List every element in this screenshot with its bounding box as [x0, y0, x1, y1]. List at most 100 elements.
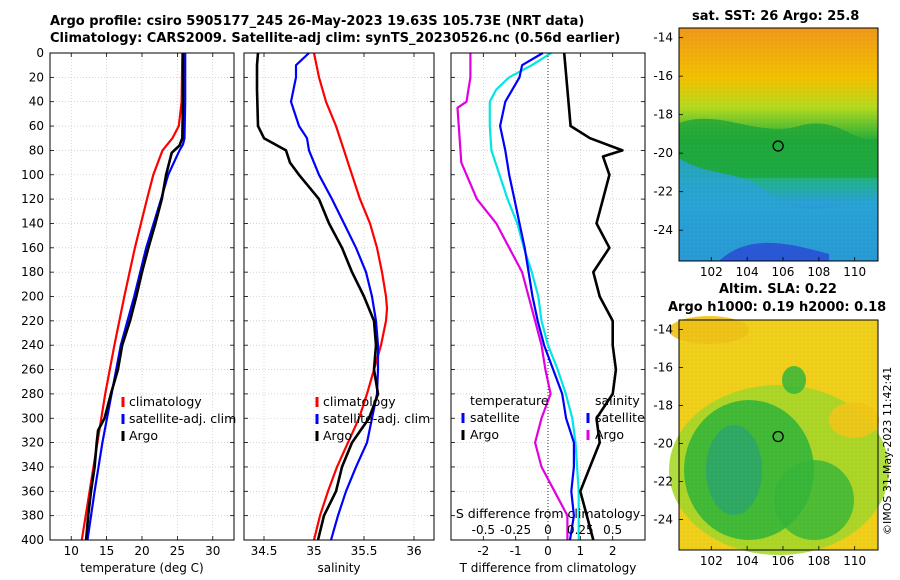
x-tick-label: 35.5: [351, 544, 378, 558]
x-axis-label: salinity: [317, 561, 360, 575]
y-tick-label: 300: [21, 411, 44, 425]
series-line-climatology: [312, 52, 389, 541]
y-tick-label: 180: [21, 265, 44, 279]
legend-label: satellite: [595, 410, 645, 425]
y-tick-label: 380: [21, 509, 44, 523]
sst-map-title: sat. SST: 26 Argo: 25.8: [692, 9, 860, 24]
legend-label: climatology: [323, 394, 396, 409]
x-tick-label: 10: [64, 544, 79, 558]
argo-position-marker: [772, 140, 784, 152]
imos-credit: ©IMOS 31-May-2023 11:42:41: [881, 366, 894, 535]
map-y-tick-label: -20: [653, 437, 673, 451]
y-tick-label: 120: [21, 192, 44, 206]
x-tick-label: 0: [544, 544, 552, 558]
legend-label: Argo: [595, 427, 624, 442]
map-y-tick-label: -24: [653, 223, 673, 237]
s-axis-label: S difference from climatology: [456, 506, 641, 521]
y-tick-label: 340: [21, 460, 44, 474]
y-tick-label: 220: [21, 314, 44, 328]
map-y-tick-label: -20: [653, 146, 673, 160]
y-tick-label: 400: [21, 533, 44, 547]
profile-panel-difference: -2 -1 0 1 2 T difference from climatology temp…: [450, 52, 646, 575]
y-tick-label: 60: [29, 119, 44, 133]
y-tick-label: 200: [21, 290, 44, 304]
figure-title-line-2: Climatology: CARS2009. Satellite-adj cli…: [50, 31, 621, 46]
y-tick-label: 260: [21, 363, 44, 377]
x-tick-label: 2: [609, 544, 617, 558]
series-line-temperature-argo: [562, 52, 624, 541]
s-tick-label: 0.25: [567, 523, 594, 537]
y-tick-label: 320: [21, 436, 44, 450]
x-tick-label: 15: [99, 544, 114, 558]
y-tick-label: 20: [29, 70, 44, 84]
map-x-tick-label: 110: [843, 554, 866, 568]
y-tick-label: 360: [21, 484, 44, 498]
map-x-tick-label: 108: [807, 265, 830, 279]
s-tick-label: 0.5: [603, 523, 622, 537]
panel-frame: [243, 52, 435, 541]
x-tick-label: 30: [205, 544, 220, 558]
x-tick-label: -2: [477, 544, 489, 558]
panel-frame: [450, 52, 646, 541]
pixel-texture: [679, 320, 878, 550]
map-y-tick-label: -14: [653, 323, 673, 337]
map-y-tick-label: -16: [653, 361, 673, 375]
map-x-tick-label: 106: [772, 554, 795, 568]
map-y-tick-label: -18: [653, 108, 673, 122]
map-x-tick-label: 102: [700, 554, 723, 568]
y-tick-label: 140: [21, 216, 44, 230]
argo-position-marker: [772, 430, 784, 443]
s-tick-label: -0.25: [500, 523, 531, 537]
y-tick-label: 160: [21, 241, 44, 255]
sla-map-title-1: Altim. SLA: 0.22: [719, 282, 837, 297]
figure-title-line-1: Argo profile: csiro 5905177_245 26-May-2…: [50, 14, 585, 29]
series-line-argo: [84, 53, 185, 541]
legend-label: Argo: [323, 428, 352, 443]
legend-label: satellite-adj. clim: [129, 411, 236, 426]
legend-title-salinity: salinity: [595, 393, 640, 408]
series-line-salinity-satellite: [499, 52, 576, 541]
map-x-tick-label: 110: [843, 265, 866, 279]
map-x-tick-label: 106: [772, 265, 795, 279]
series-line-satellite-adj-clim: [86, 53, 187, 541]
map-y-tick-label: -22: [653, 475, 673, 489]
map-x-tick-label: 108: [807, 554, 830, 568]
sla-map-title-2: Argo h1000: 0.19 h2000: 0.18: [668, 300, 887, 315]
series-line-temperature-satellite: [488, 52, 580, 540]
profile-panel-salinity: 34.5 35 35.5 36 salinity climatology satellite…: [243, 52, 435, 575]
s-tick-label: -0.5: [472, 523, 495, 537]
pixel-texture: [679, 28, 878, 261]
series-line-argo: [255, 52, 380, 541]
map-y-tick-label: -16: [653, 69, 673, 83]
legend-label: satellite: [470, 410, 520, 425]
y-tick-label: 100: [21, 168, 44, 182]
s-tick-label: 0: [544, 523, 552, 537]
map-y-tick-label: -18: [653, 399, 673, 413]
profile-panel-temperature: 0 20 40 60 80 100 120 140 160 180 200 220 240 260 280 3…: [21, 46, 236, 575]
panel-frame: [49, 52, 235, 541]
x-tick-label: 25: [170, 544, 185, 558]
map-y-tick-label: -14: [653, 31, 673, 45]
x-axis-label: temperature (deg C): [80, 561, 203, 575]
panel-background: [244, 53, 434, 540]
map-y-tick-label: -22: [653, 185, 673, 199]
legend-label: climatology: [129, 394, 202, 409]
map-x-tick-label: 104: [736, 265, 759, 279]
map-frame: [678, 27, 879, 262]
map-frame: [678, 319, 879, 551]
y-tick-label: 80: [29, 143, 44, 157]
y-tick-label: 40: [29, 95, 44, 109]
y-tick-label: 280: [21, 387, 44, 401]
sst-map: -14 -16 -18 -20 -22 -24 102 104 106 108 110: [653, 27, 879, 279]
series-line-salinity-argo: [456, 53, 569, 540]
x-tick-label: 1: [577, 544, 585, 558]
map-y-tick-label: -24: [653, 513, 673, 527]
x-tick-label: 20: [134, 544, 149, 558]
x-tick-label: 35: [306, 544, 321, 558]
legend-label: Argo: [470, 427, 499, 442]
legend-label: Argo: [129, 428, 158, 443]
x-tick-label: -1: [510, 544, 522, 558]
x-tick-label: 36: [406, 544, 421, 558]
y-tick-label: 0: [36, 46, 44, 60]
